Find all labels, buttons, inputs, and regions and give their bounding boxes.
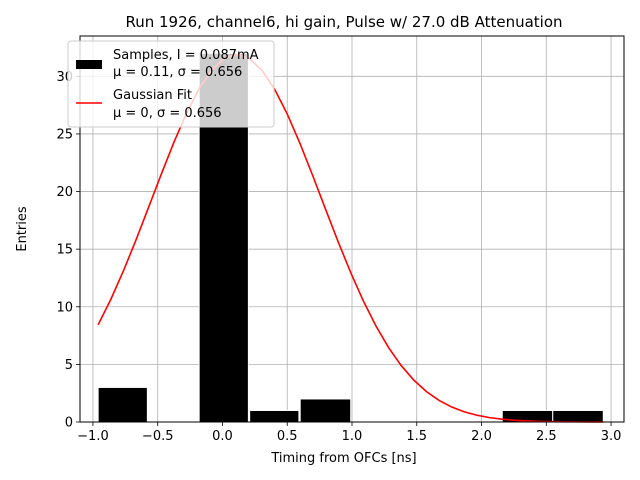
y-tick-label: 5 <box>65 358 73 373</box>
legend-box <box>67 40 275 128</box>
x-tick-label: 2.0 <box>471 429 492 444</box>
x-tick-label: 0.0 <box>212 429 233 444</box>
legend-stats-samples: μ = 0.11, σ = 0.656 <box>113 65 242 80</box>
legend-label-fit: Gaussian Fit <box>113 88 192 103</box>
histogram-bar <box>552 409 604 423</box>
histogram-bar <box>97 386 148 423</box>
x-tick-label: −1.0 <box>77 429 109 444</box>
y-tick-label: 10 <box>56 300 73 315</box>
x-tick-label: 1.0 <box>342 429 363 444</box>
x-tick-label: 1.5 <box>406 429 427 444</box>
axis-ticks: −1.0 −0.5 0.0 0.5 1.0 1.5 2.0 2.5 3.005101520253… <box>56 70 621 444</box>
legend-stats-fit: μ = 0, σ = 0.656 <box>113 106 222 121</box>
histogram-bar <box>249 409 300 423</box>
y-tick-label: 15 <box>56 243 73 258</box>
x-tick-label: −0.5 <box>142 429 174 444</box>
y-tick-label: 25 <box>56 127 73 142</box>
histogram-bar <box>299 398 352 423</box>
x-tick-label: 3.0 <box>601 429 622 444</box>
y-axis-label: Entries <box>15 206 30 252</box>
x-axis-label: Timing from OFCs [ns] <box>270 451 416 466</box>
y-tick-label: 0 <box>65 416 73 431</box>
legend-label-samples: Samples, I = 0.087mA <box>113 48 259 63</box>
legend: Samples, I = 0.087mA μ = 0.11, σ = 0.656… <box>67 40 275 128</box>
chart-title: Run 1926, channel6, hi gain, Pulse w/ 27… <box>125 13 562 31</box>
x-tick-label: 0.5 <box>277 429 298 444</box>
plot-frame <box>79 35 625 423</box>
x-tick-label: 2.5 <box>536 429 557 444</box>
y-tick-label: 20 <box>56 185 73 200</box>
legend-swatch-samples <box>76 60 102 69</box>
